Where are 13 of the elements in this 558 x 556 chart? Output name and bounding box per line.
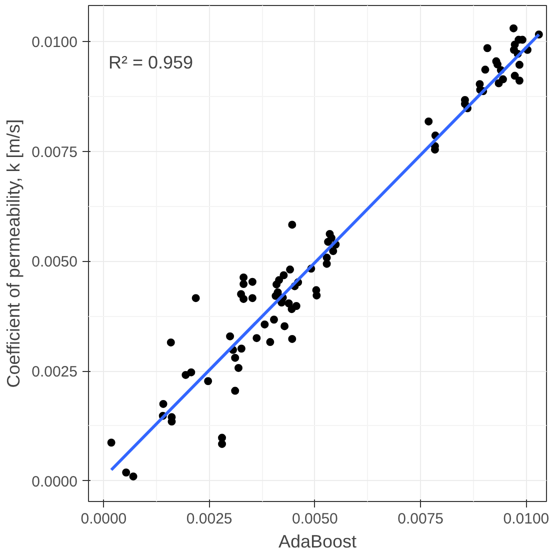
y-tick-label: 0.0075 xyxy=(32,144,78,161)
x-tick-label: 0.0075 xyxy=(398,510,444,528)
x-tick-label: 0.0000 xyxy=(80,510,127,528)
x-tick-label: 0.0100 xyxy=(503,510,550,528)
x-tick-label: 0.0050 xyxy=(292,510,338,528)
y-tick-label: 0.0100 xyxy=(32,34,78,52)
y-tick-label: 0.0025 xyxy=(32,364,78,381)
y-tick-label: 0.0000 xyxy=(32,473,78,490)
x-axis-title: AdaBoost xyxy=(278,532,357,552)
y-axis-title: Coefficient of permeability, k [m/s] xyxy=(4,119,24,388)
annotation: R² = 0.959 xyxy=(108,52,194,72)
y-tick-label: 0.0050 xyxy=(32,254,78,271)
x-tick-label: 0.0025 xyxy=(186,510,232,528)
